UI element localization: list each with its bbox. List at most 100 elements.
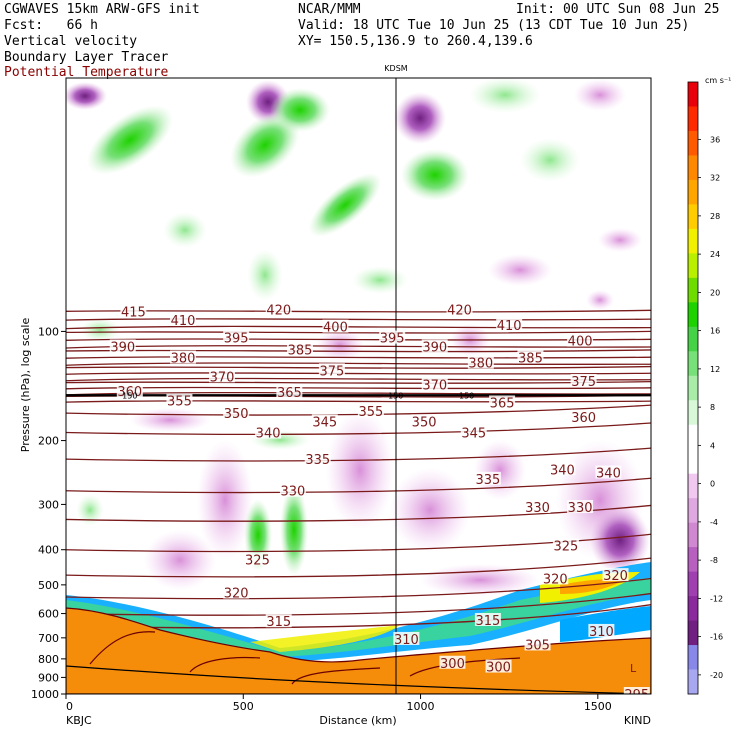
theta-label-bg: [542, 571, 569, 585]
theta-label-bg: [474, 471, 501, 485]
theta-label: 370: [210, 370, 235, 385]
theta-label-bg: [467, 355, 494, 369]
theta-label: 355: [358, 405, 383, 420]
theta-label-bg: [209, 369, 235, 383]
theta-label-bg: [602, 568, 629, 582]
theta-contour: [66, 377, 651, 382]
theta-label: 320: [543, 572, 568, 587]
x-tick-label: 500: [233, 700, 254, 713]
theta-contour: [66, 325, 651, 330]
theta-label: 340: [550, 463, 575, 478]
init-time: Init: 00 UTC Sun 08 Jun 25: [516, 2, 720, 17]
theta-label-bg: [379, 330, 406, 344]
colorbar-unit: cm s⁻¹: [705, 76, 731, 85]
colorbar-swatch: [688, 498, 698, 524]
colorbar-tick-label: -12: [710, 594, 723, 603]
colorbar-frame: [687, 81, 699, 695]
colorbar-swatch: [688, 179, 698, 205]
x-tick-label: 0: [66, 700, 73, 713]
theta-label: 335: [475, 473, 500, 488]
colorbar-tick-label: 4: [710, 441, 715, 450]
forecast-hour: Fcst: 66 h: [4, 18, 98, 33]
colorbar-tick-label: -8: [710, 556, 718, 565]
corner-low-label: L: [630, 662, 637, 675]
valid-time: Valid: 18 UTC Tue 10 Jun 25 (13 CDT Tue …: [298, 18, 690, 33]
colorbar-tick-label: 20: [710, 288, 720, 297]
theta-label-bg: [311, 414, 338, 428]
theta-contour: [66, 577, 651, 600]
theta-label-bg: [116, 384, 143, 398]
theta-label-bg: [276, 385, 303, 399]
theta-label: 380: [171, 351, 196, 366]
theta-label: 375: [571, 375, 596, 390]
y-tick-label: 100: [38, 325, 59, 338]
theta-label-bg: [223, 330, 250, 344]
theta-label: 315: [266, 615, 291, 630]
model-title: CGWAVES 15km ARW-GFS init: [4, 2, 200, 17]
theta-label-bg: [524, 500, 551, 514]
colorbar-swatch: [688, 82, 698, 107]
theta-label: 400: [323, 321, 348, 336]
colorbar-swatch: [688, 277, 698, 303]
theta-contour: [66, 330, 651, 334]
x-tick-label: 1000: [407, 700, 435, 713]
theta-label: 300: [440, 657, 465, 672]
colorbar-swatch: [688, 400, 698, 426]
colorbar-tick-label: 24: [710, 250, 720, 259]
colorbar-swatch: [688, 302, 698, 328]
theta-label-bg: [552, 538, 579, 552]
theta-label-bg: [474, 612, 501, 626]
x-axis-ticks: 0 500 1000 1500: [65, 694, 612, 713]
theta-label-bg: [524, 637, 551, 651]
theta-contour: [66, 386, 651, 390]
tropopause-label: 150: [122, 391, 137, 400]
theta-contour: [66, 477, 651, 494]
cross-section-endpoints: XY= 150.5,136.9 to 260.4,139.6: [298, 34, 533, 49]
theta-contour: [66, 592, 651, 616]
theta-label-bg: [287, 342, 313, 356]
colorbar-tick-label: 32: [710, 174, 720, 183]
theta-label: 375: [319, 364, 344, 379]
field-potential-temperature: Potential Temperature: [4, 65, 169, 80]
theta-label-bg: [485, 659, 512, 673]
colorbar-swatch: [688, 547, 698, 573]
theta-label-bg: [265, 302, 292, 316]
theta-contour: [66, 372, 651, 375]
theta-label-bg: [570, 373, 597, 387]
colorbar-swatch: [688, 522, 698, 548]
theta-label-bg: [255, 425, 282, 439]
theta-contour: [66, 447, 651, 462]
theta-label: 345: [461, 426, 486, 441]
theta-label-bg: [265, 614, 292, 628]
theta-label-bg: [496, 317, 523, 331]
theta-label-bg: [567, 500, 594, 514]
theta-label: 340: [256, 426, 281, 441]
theta-label-bg: [567, 333, 594, 347]
theta-label: 370: [422, 378, 447, 393]
y-tick-label: 300: [38, 498, 59, 511]
y-tick-label: 400: [38, 544, 59, 557]
theta-label-bg: [223, 406, 250, 420]
theta-label: 420: [266, 303, 291, 318]
colorbar-tick-label: 12: [710, 365, 720, 374]
theta-contour: [66, 422, 651, 436]
y-tick-label: 600: [38, 608, 59, 621]
theta-label-bg: [170, 350, 196, 364]
theta-label-bg: [517, 350, 544, 364]
theta-label: 360: [117, 385, 142, 400]
x-tick-label: 1500: [584, 700, 612, 713]
theta-label-bg: [588, 623, 615, 637]
colorbar-swatch: [688, 130, 698, 156]
theta-label: 330: [280, 485, 305, 500]
theta-label: 400: [568, 335, 593, 350]
kdsm-label: KDSM: [384, 64, 407, 73]
colorbar-tick-label: 28: [710, 212, 720, 221]
vertical-velocity-field: [66, 78, 651, 662]
colorbar-tick-label: 8: [710, 403, 715, 412]
x-axis-label: Distance (km): [319, 714, 396, 727]
theta-label: 320: [603, 569, 628, 584]
y-tick-label: 800: [38, 653, 59, 666]
theta-label: 415: [121, 305, 146, 320]
theta-contour: [66, 356, 651, 359]
